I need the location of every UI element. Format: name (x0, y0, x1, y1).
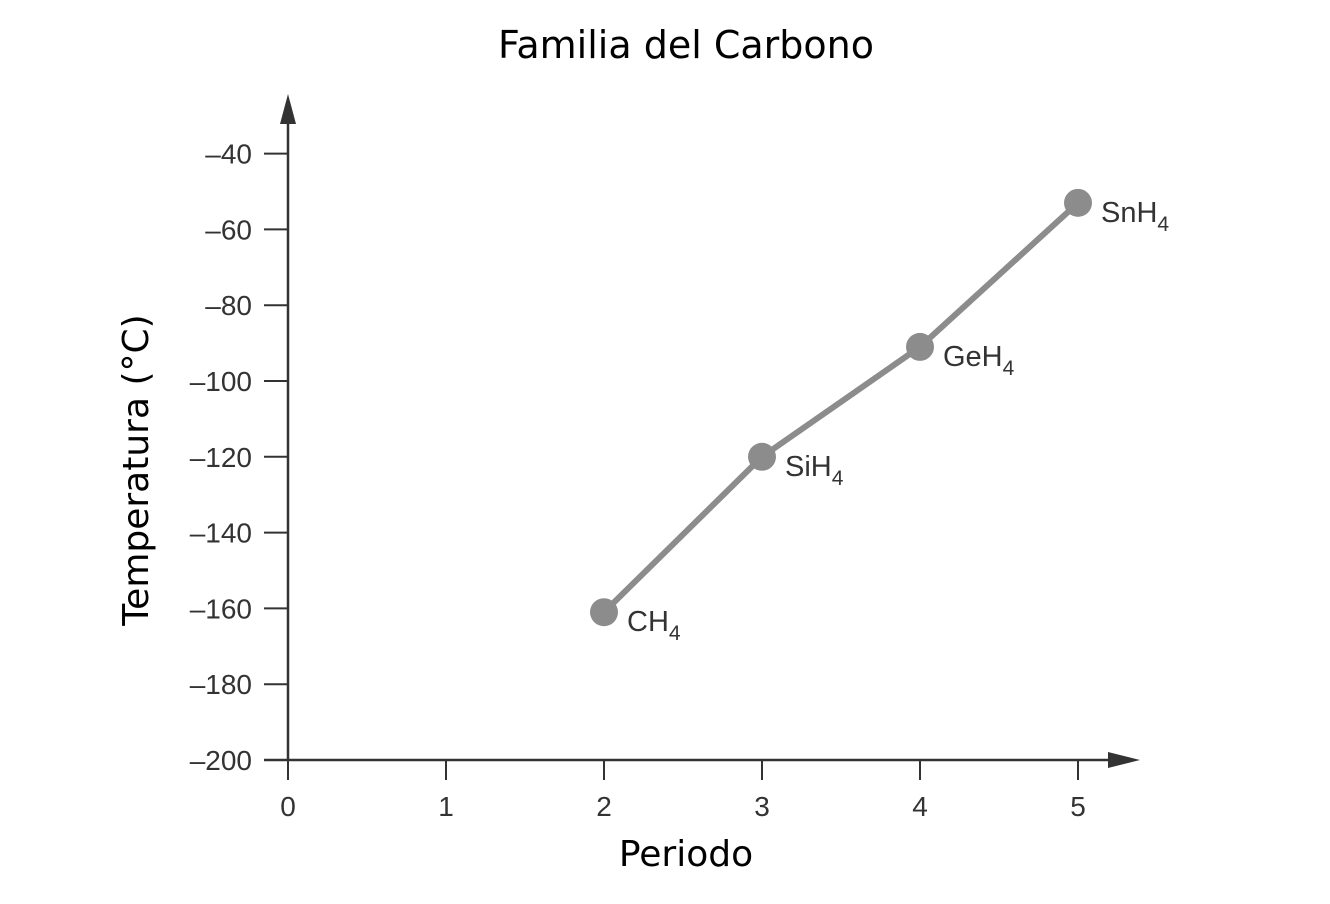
data-marks: CH4 SiH4 GeH4 SnH4 (590, 188, 1169, 645)
data-label: SnH4 (1101, 197, 1169, 236)
data-point (906, 332, 934, 361)
axes (264, 94, 1140, 768)
y-axis-title: Temperatura (°C) (116, 314, 157, 626)
y-tick-label: –180 (190, 669, 252, 700)
y-tick-label: –140 (190, 518, 252, 549)
y-tick-label: –40 (205, 139, 252, 170)
y-tick-label: –80 (205, 290, 252, 321)
x-axis-arrow (1108, 752, 1140, 768)
x-tick-label: 5 (1070, 791, 1086, 822)
data-point (1064, 188, 1092, 217)
x-tick-label: 1 (438, 791, 454, 822)
data-label: CH4 (627, 606, 681, 645)
y-tick-label: –160 (190, 593, 252, 624)
y-tick-label: –200 (190, 745, 252, 776)
y-axis-arrow (280, 94, 296, 124)
x-tick-label: 4 (912, 791, 928, 822)
x-axis-title: Periodo (619, 834, 753, 875)
x-tick-label: 2 (596, 791, 612, 822)
y-tick-label: –60 (205, 214, 252, 245)
x-tick-label: 0 (280, 791, 296, 822)
chart-title: Familia del Carbono (498, 23, 874, 67)
y-tick-label: –120 (190, 442, 252, 473)
ticks: –40 –60 –80 –100 –120 –140 –160 –180 –200 0 1 2 3 4 5 (190, 139, 1086, 822)
data-point (590, 598, 618, 627)
series-line (601, 200, 1081, 615)
data-label: SiH4 (785, 451, 844, 490)
x-tick-label: 3 (754, 791, 770, 822)
data-label: GeH4 (943, 341, 1015, 380)
data-point (748, 442, 776, 471)
y-tick-label: –100 (190, 366, 252, 397)
